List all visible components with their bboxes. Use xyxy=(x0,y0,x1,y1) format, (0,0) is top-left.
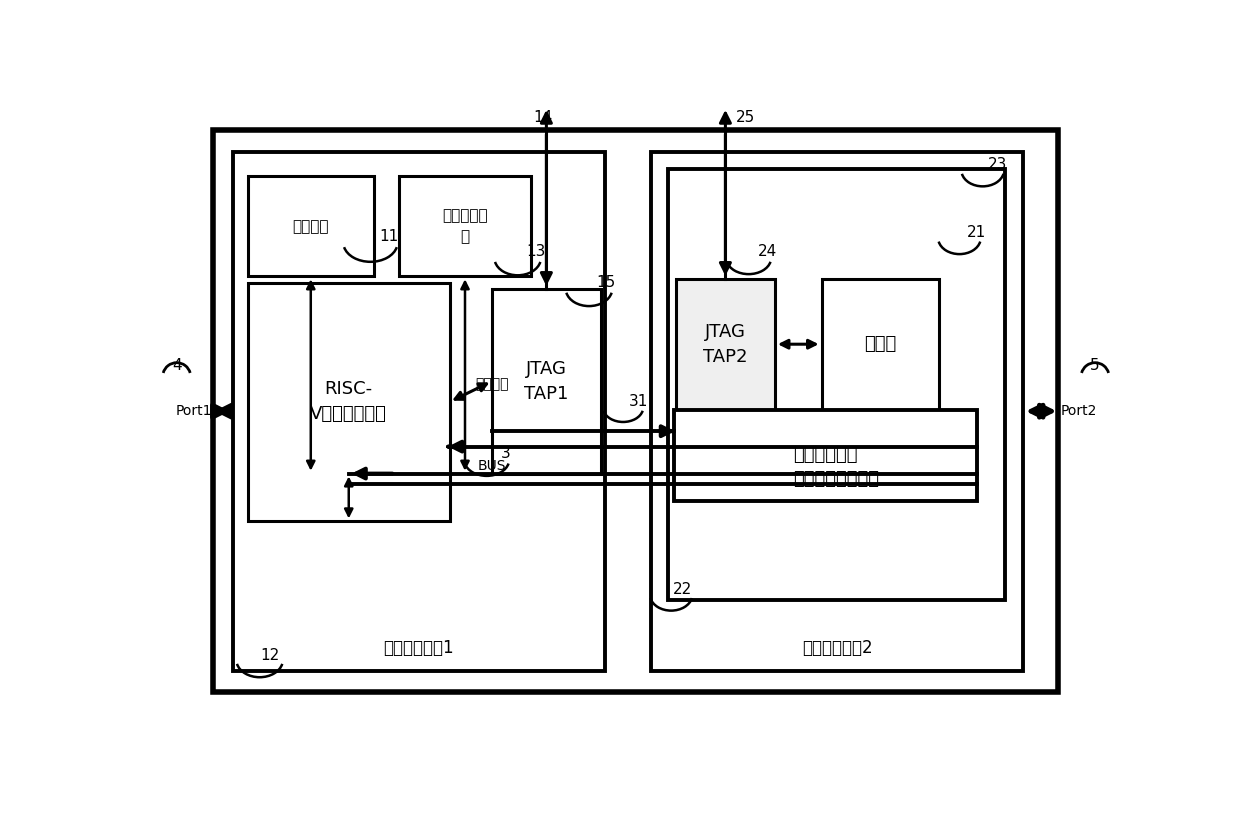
Text: 15: 15 xyxy=(596,275,616,290)
Text: 5: 5 xyxy=(1090,359,1100,373)
Text: 可编程逻辑门阵列: 可编程逻辑门阵列 xyxy=(794,470,879,488)
Bar xyxy=(668,169,1006,600)
Bar xyxy=(651,152,1023,672)
Text: 11: 11 xyxy=(379,229,399,244)
Text: 13: 13 xyxy=(527,244,546,259)
Text: 第一接口: 第一接口 xyxy=(475,377,508,391)
Text: Port2: Port2 xyxy=(1060,404,1097,418)
Bar xyxy=(676,279,775,410)
Text: 25: 25 xyxy=(735,109,755,125)
Text: 软核协处理器: 软核协处理器 xyxy=(794,446,858,464)
Text: 3: 3 xyxy=(501,446,511,461)
Bar xyxy=(233,152,605,672)
Text: JTAG
TAP2: JTAG TAP2 xyxy=(703,323,748,366)
Text: 第二处理模块2: 第二处理模块2 xyxy=(802,639,872,658)
Text: BUS: BUS xyxy=(477,459,506,473)
Text: RISC-
V指令集处理器: RISC- V指令集处理器 xyxy=(310,381,387,424)
Bar xyxy=(399,176,531,276)
Text: JTAG
TAP1: JTAG TAP1 xyxy=(525,359,569,403)
Text: 4: 4 xyxy=(172,359,181,373)
Text: 31: 31 xyxy=(629,394,649,409)
Text: 14: 14 xyxy=(533,109,552,125)
Text: 23: 23 xyxy=(988,156,1007,171)
Bar xyxy=(492,289,600,474)
Text: 12: 12 xyxy=(260,648,279,663)
Text: 22: 22 xyxy=(672,582,692,597)
Text: 配置块: 配置块 xyxy=(864,335,897,353)
Bar xyxy=(675,410,977,500)
Text: 24: 24 xyxy=(758,244,777,259)
Bar xyxy=(213,130,1058,692)
Text: 存储单元: 存储单元 xyxy=(293,219,329,234)
Bar xyxy=(248,283,449,522)
Bar xyxy=(821,279,940,410)
Text: 外设扩展单
元: 外设扩展单 元 xyxy=(443,209,487,244)
Text: 第一处理模块1: 第一处理模块1 xyxy=(383,639,454,658)
Text: 21: 21 xyxy=(967,225,986,240)
Text: Port1: Port1 xyxy=(176,404,212,418)
Bar xyxy=(248,176,373,276)
